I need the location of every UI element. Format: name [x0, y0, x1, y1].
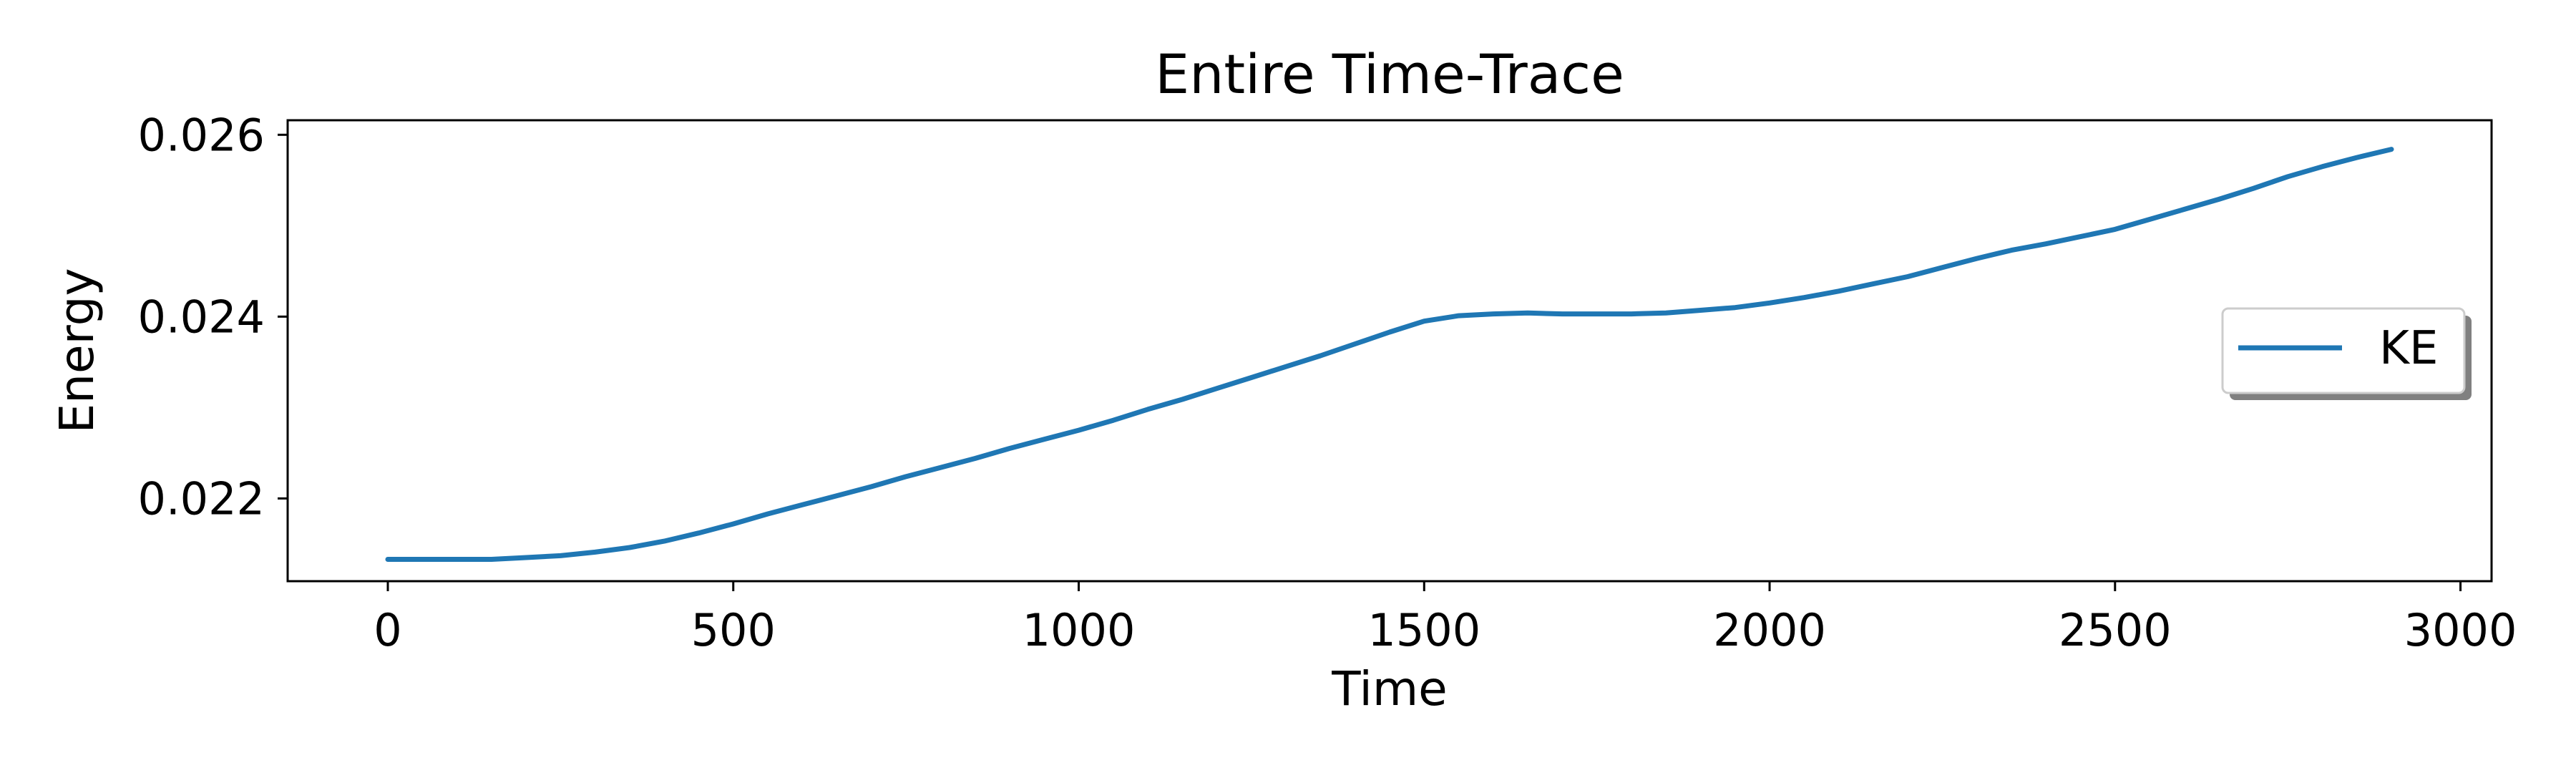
legend: KE [2221, 307, 2472, 400]
x-tick-label: 500 [691, 604, 776, 656]
legend-label-ke: KE [2379, 322, 2438, 375]
x-tick-label: 2000 [1713, 604, 1826, 656]
y-tick-label: 0.022 [138, 472, 265, 525]
x-tick-label: 2500 [2059, 604, 2172, 656]
plot-frame [286, 119, 2493, 583]
chart-title: Entire Time-Trace [1155, 42, 1624, 106]
y-axis-ticks: 0.022 0.024 0.026 [138, 109, 288, 525]
x-tick-label: 0 [374, 604, 401, 656]
legend-box [2221, 307, 2466, 394]
x-tick-label: 3000 [2404, 604, 2517, 656]
x-axis-label: Time [1331, 661, 1448, 716]
y-tick-label: 0.024 [138, 291, 265, 343]
x-axis-ticks: 0 500 1000 1500 2000 2500 3000 [374, 581, 2517, 656]
series-line-ke [385, 147, 2394, 562]
x-tick-label: 1500 [1367, 604, 1480, 656]
y-tick-label: 0.026 [138, 109, 265, 161]
y-axis-label: Energy [49, 268, 104, 433]
plot-area [385, 147, 2394, 562]
x-tick-label: 1000 [1023, 604, 1136, 656]
